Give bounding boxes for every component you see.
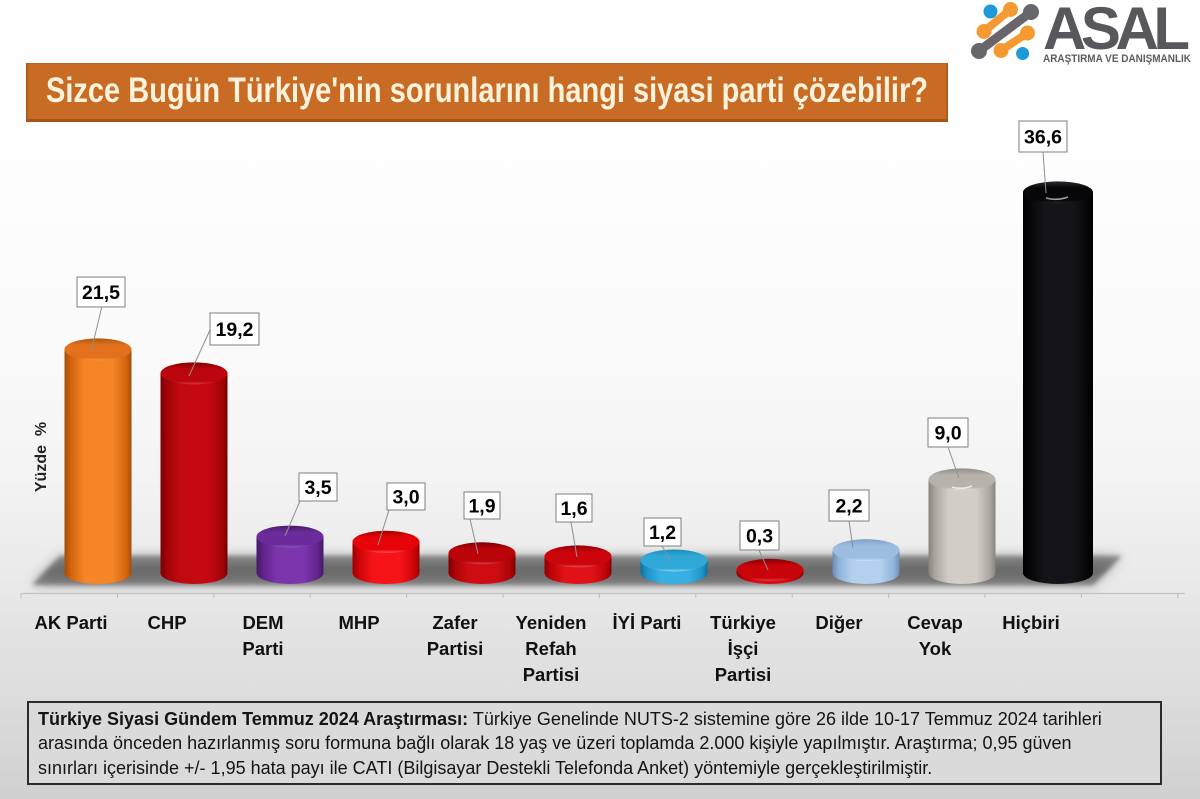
svg-text:3,0: 3,0 xyxy=(392,487,419,509)
svg-text:2,2: 2,2 xyxy=(835,496,862,518)
svg-text:ASAL: ASAL xyxy=(1043,0,1190,62)
svg-text:1,9: 1,9 xyxy=(468,496,495,518)
svg-text:1,2: 1,2 xyxy=(649,522,676,544)
svg-text:36,6: 36,6 xyxy=(1024,127,1062,149)
svg-text:9,0: 9,0 xyxy=(934,423,961,445)
svg-text:21,5: 21,5 xyxy=(82,282,120,304)
svg-text:ARAŞTIRMA VE DANIŞMANLIK: ARAŞTIRMA VE DANIŞMANLIK xyxy=(1043,53,1191,65)
svg-text:19,2: 19,2 xyxy=(216,319,254,341)
svg-text:3,5: 3,5 xyxy=(304,477,331,499)
svg-text:0,3: 0,3 xyxy=(746,526,773,548)
svg-text:1,6: 1,6 xyxy=(560,498,587,520)
